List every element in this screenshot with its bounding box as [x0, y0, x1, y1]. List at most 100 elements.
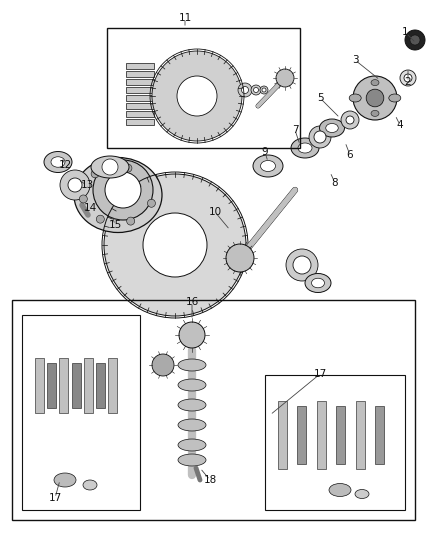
Bar: [59, 358, 68, 413]
Bar: [336, 406, 345, 464]
Bar: [96, 362, 105, 408]
Bar: [126, 87, 154, 93]
Circle shape: [91, 170, 99, 178]
Ellipse shape: [178, 359, 206, 371]
Ellipse shape: [83, 480, 97, 490]
Bar: [107, 28, 300, 148]
Bar: [126, 79, 154, 85]
Ellipse shape: [305, 273, 331, 293]
Circle shape: [124, 164, 132, 172]
Bar: [297, 406, 307, 464]
Ellipse shape: [178, 419, 206, 431]
Text: 10: 10: [208, 207, 222, 217]
Ellipse shape: [349, 94, 361, 102]
Ellipse shape: [178, 439, 206, 451]
Ellipse shape: [178, 379, 206, 391]
Circle shape: [286, 249, 318, 281]
Circle shape: [79, 195, 87, 203]
Circle shape: [341, 111, 359, 129]
Circle shape: [179, 322, 205, 348]
Text: 8: 8: [332, 178, 338, 188]
Text: 13: 13: [81, 180, 94, 190]
Text: 15: 15: [108, 220, 122, 230]
Circle shape: [404, 74, 412, 82]
Bar: [126, 103, 154, 109]
Circle shape: [226, 244, 254, 272]
Text: 3: 3: [352, 55, 358, 65]
Bar: [108, 358, 117, 413]
Text: 7: 7: [292, 125, 298, 135]
Text: 16: 16: [185, 297, 198, 307]
Bar: [356, 401, 364, 469]
Ellipse shape: [355, 489, 369, 498]
Ellipse shape: [253, 155, 283, 177]
Circle shape: [260, 86, 268, 94]
Circle shape: [238, 83, 252, 97]
Circle shape: [152, 354, 174, 376]
Circle shape: [152, 51, 242, 141]
Circle shape: [105, 172, 141, 208]
Text: 17: 17: [48, 493, 62, 503]
Ellipse shape: [389, 94, 401, 102]
Bar: [84, 358, 93, 413]
Circle shape: [405, 30, 425, 50]
Ellipse shape: [178, 399, 206, 411]
Bar: [317, 401, 326, 469]
Circle shape: [262, 88, 266, 92]
Circle shape: [309, 126, 331, 148]
Ellipse shape: [311, 278, 325, 288]
Ellipse shape: [371, 79, 379, 86]
Circle shape: [148, 199, 155, 207]
Text: 14: 14: [83, 203, 97, 213]
Circle shape: [60, 170, 90, 200]
Bar: [278, 401, 287, 469]
Text: 9: 9: [261, 147, 268, 157]
Bar: [126, 119, 154, 125]
Text: 1: 1: [402, 27, 408, 37]
Bar: [126, 62, 154, 69]
Ellipse shape: [44, 151, 72, 173]
Text: 2: 2: [405, 77, 411, 87]
Circle shape: [96, 215, 104, 223]
Circle shape: [127, 217, 134, 225]
Circle shape: [102, 159, 118, 175]
Ellipse shape: [371, 110, 379, 116]
Bar: [71, 362, 81, 408]
Text: 18: 18: [203, 475, 217, 485]
Circle shape: [68, 178, 82, 192]
Ellipse shape: [74, 157, 162, 232]
Circle shape: [177, 76, 217, 116]
Circle shape: [254, 87, 258, 93]
Bar: [22, 315, 140, 510]
Bar: [12, 300, 415, 520]
Text: 11: 11: [178, 13, 192, 23]
Bar: [126, 71, 154, 77]
Circle shape: [293, 256, 311, 274]
Text: 17: 17: [313, 369, 327, 379]
Ellipse shape: [51, 157, 65, 167]
Ellipse shape: [178, 454, 206, 466]
Circle shape: [241, 86, 248, 93]
Bar: [35, 358, 44, 413]
Circle shape: [143, 213, 207, 277]
Bar: [126, 95, 154, 101]
Ellipse shape: [291, 138, 319, 158]
Bar: [126, 111, 154, 117]
Circle shape: [104, 174, 246, 316]
Circle shape: [276, 69, 294, 87]
Circle shape: [314, 131, 326, 143]
Ellipse shape: [298, 143, 312, 153]
Circle shape: [400, 70, 416, 86]
Circle shape: [410, 35, 420, 45]
Bar: [265, 375, 405, 510]
Bar: [47, 362, 56, 408]
Ellipse shape: [91, 156, 129, 178]
Ellipse shape: [261, 160, 276, 172]
Text: 12: 12: [58, 160, 72, 170]
Ellipse shape: [329, 483, 351, 497]
Circle shape: [93, 160, 153, 220]
Text: 5: 5: [317, 93, 323, 103]
Circle shape: [346, 116, 354, 124]
Circle shape: [251, 85, 261, 95]
Ellipse shape: [54, 473, 76, 487]
